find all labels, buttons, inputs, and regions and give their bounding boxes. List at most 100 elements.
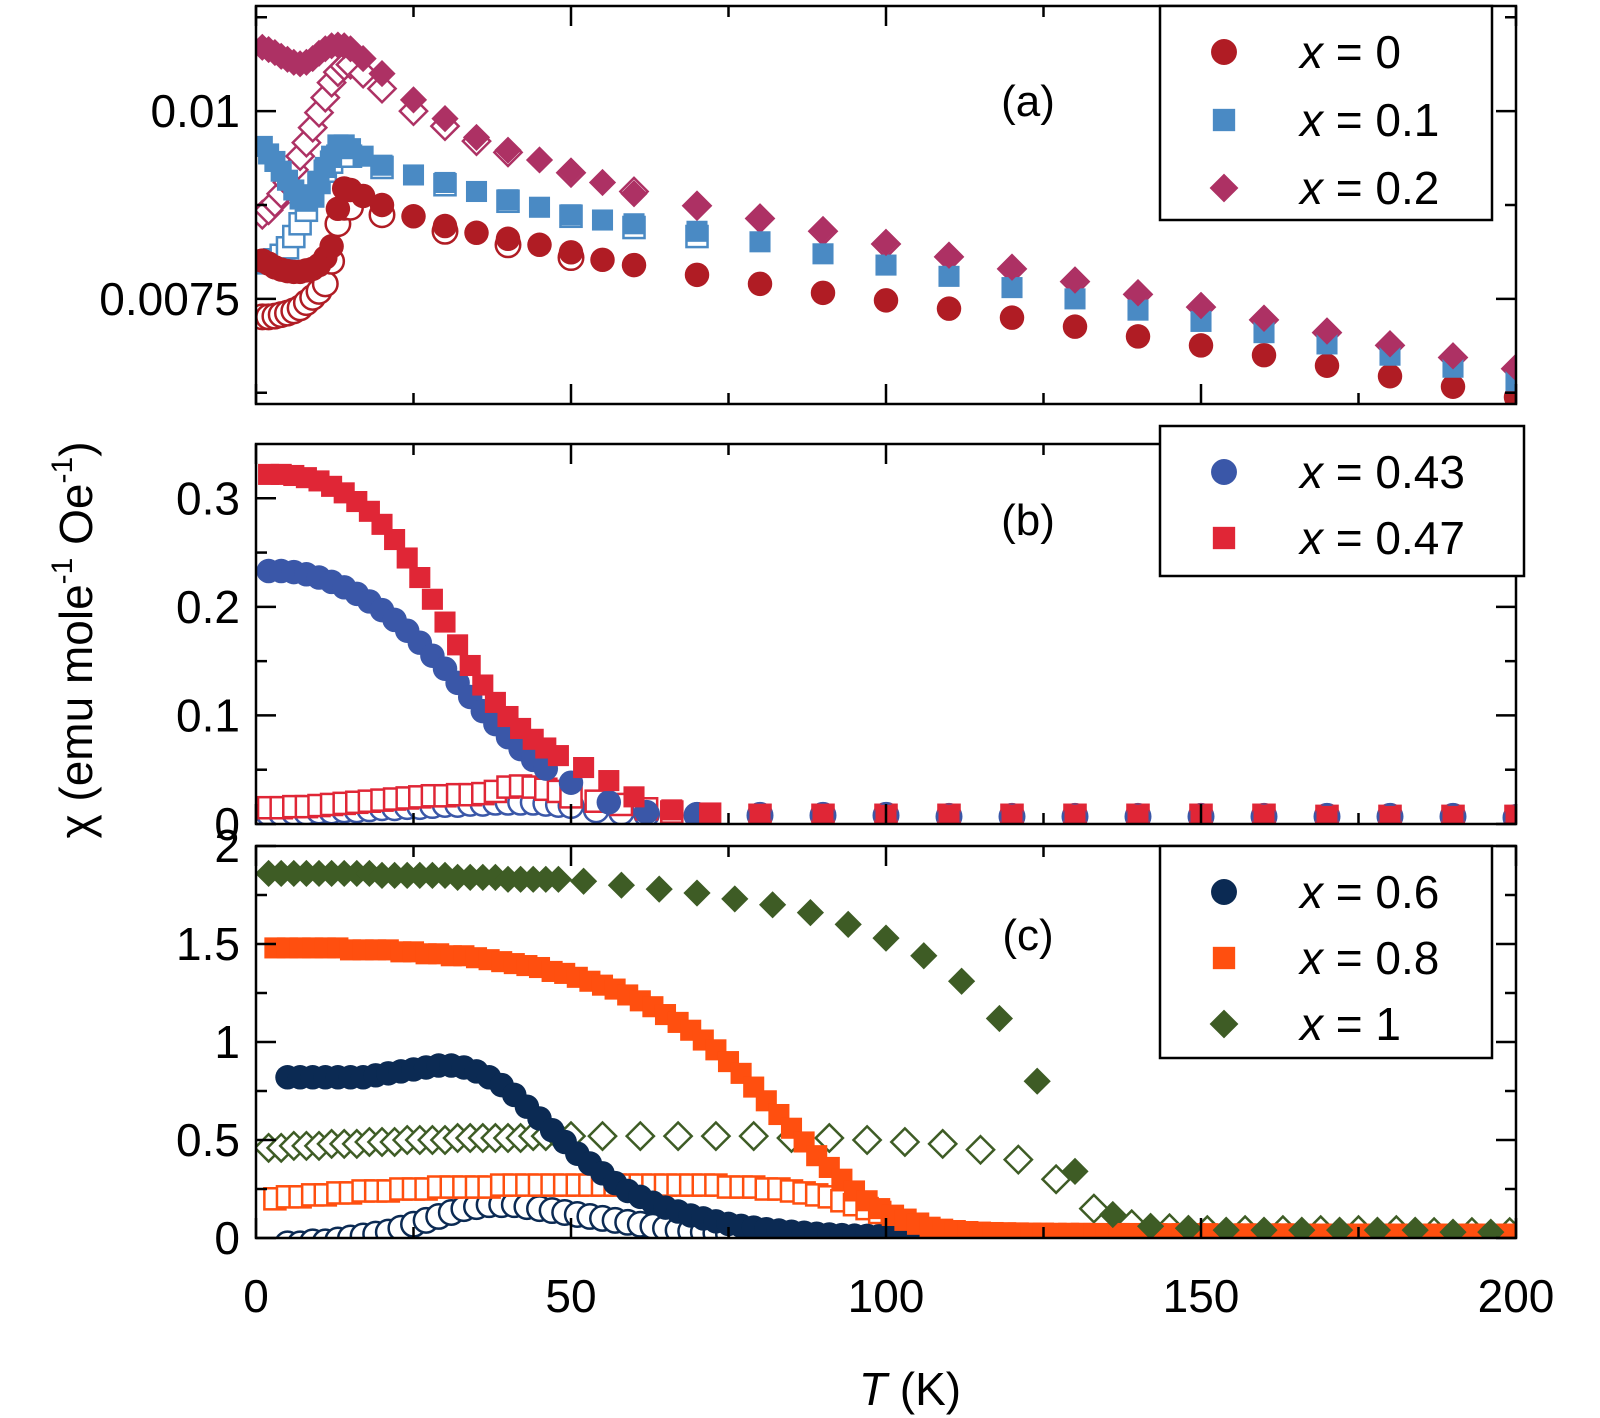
panel-c-series-2-fc-point bbox=[759, 891, 787, 919]
panel-c: 00.511.52(c) x = 0.6x = 0.8x = 1 bbox=[176, 820, 1518, 1264]
panel-c-series-2-zfc-point bbox=[700, 1120, 732, 1152]
panel-a-series-2-fc-point bbox=[620, 180, 648, 208]
panel-c-legend-label-0-value: = 0.6 bbox=[1323, 866, 1439, 918]
panel-a-series-1-fc-point bbox=[749, 231, 771, 253]
panel-c-series-2-zfc-point bbox=[738, 1120, 770, 1152]
panel-b-series-1-fc-point bbox=[598, 770, 620, 792]
panel-a-series-1-fc-point bbox=[1127, 299, 1149, 321]
panel-b-series-1-fc-point bbox=[699, 802, 721, 824]
panel-a-series-1-fc-point bbox=[1001, 277, 1023, 299]
panel-a-points bbox=[256, 31, 1516, 404]
panel-c-series-2-fc-point bbox=[910, 942, 938, 970]
panel-a-series-1-fc-point bbox=[938, 265, 960, 287]
panel-a-series-1-fc-point bbox=[591, 209, 614, 231]
panel-b-series-1-fc-point bbox=[396, 547, 418, 569]
panel-b-legend-label-1: x = 0.47 bbox=[1298, 512, 1465, 564]
panel-b-series-1-fc-point bbox=[661, 799, 683, 821]
panel-b-series-1-fc-point bbox=[421, 588, 443, 610]
panel-c-legend-label-1: x = 0.8 bbox=[1298, 932, 1439, 984]
panel-a-series-0-fc-point bbox=[1440, 374, 1466, 399]
panel-a-series-2-fc-point bbox=[557, 157, 585, 185]
panel-b-series-1-fc-point bbox=[1442, 805, 1464, 824]
panel-a-ytick-label: 0.01 bbox=[150, 85, 240, 137]
panel-a-series-0-fc-point bbox=[936, 296, 962, 321]
panel-b-legend-marker-0 bbox=[1211, 459, 1237, 485]
panel-b-series-1-fc-point bbox=[447, 634, 469, 656]
panel-a-legend-label-1-value: = 0.1 bbox=[1323, 94, 1439, 146]
panel-a-series-1-fc-point bbox=[402, 164, 425, 186]
panel-a-series-1-fc-point bbox=[434, 171, 456, 194]
panel-b-series-1-fc-point bbox=[434, 611, 456, 633]
panel-b-axes-group: 0 0.1 0.2 0.3 (b) bbox=[176, 442, 1518, 850]
panel-b-legend-label-1-var: x bbox=[1298, 512, 1325, 564]
panel-a-series-0-fc-point bbox=[747, 271, 773, 297]
panel-c-points bbox=[256, 859, 1516, 1238]
panel-c-series-2-fc-point bbox=[481, 863, 509, 891]
panel-b-series-1-fc-point bbox=[1127, 804, 1149, 824]
panel-c-legend-group: x = 0.6x = 0.8x = 1 bbox=[1158, 844, 1494, 1060]
panel-c-ytick-label: 0.5 bbox=[176, 1114, 240, 1166]
panel-b-ytick-label: 0 bbox=[214, 798, 240, 850]
panel-a-series-2-zfc-point bbox=[366, 73, 398, 104]
panel-c-series-2-fc-point bbox=[1250, 1216, 1278, 1238]
panel-a-ytick-label: 0.0075 bbox=[99, 273, 240, 325]
panel-b-series-1-fc-point bbox=[409, 567, 431, 589]
y-axis-title-close: ) bbox=[50, 441, 102, 456]
panel-a-series-0-fc-point bbox=[464, 220, 489, 246]
panel-b-legend-label-1-value: = 0.47 bbox=[1323, 512, 1465, 564]
panel-a-series-2-zfc-point bbox=[347, 58, 379, 89]
panel-c-series-2-zfc-point bbox=[587, 1120, 618, 1152]
panel-a-series-2-fc-point bbox=[1502, 354, 1516, 382]
panel-c-legend-label-0-var: x bbox=[1298, 866, 1325, 918]
panel-b-series-1-fc-point bbox=[459, 654, 481, 677]
panel-b-legend-label-0: x = 0.43 bbox=[1298, 446, 1465, 498]
y-axis-title-symbol: χ bbox=[50, 814, 102, 838]
panel-c-series-2-fc-point bbox=[1401, 1216, 1429, 1238]
panel-c-series-2-fc-point bbox=[1137, 1212, 1165, 1238]
panel-a-series-1-fc-point bbox=[686, 220, 708, 242]
panel-b-series-1-fc-point bbox=[573, 757, 595, 779]
panel-c-series-2-fc-point bbox=[1174, 1214, 1202, 1238]
panel-c-series-2-zfc-point bbox=[965, 1134, 996, 1166]
panel-a-series-0-fc-point bbox=[401, 204, 426, 229]
panel-c-series-2-fc-point bbox=[1326, 1216, 1354, 1238]
panel-c-series-2-zfc-point bbox=[927, 1128, 959, 1160]
panel-c-series-2-fc-point bbox=[1023, 1067, 1051, 1095]
panel-c-series-2-zfc-point bbox=[662, 1120, 694, 1152]
panel-c-ytick-label: 2 bbox=[214, 820, 240, 872]
panel-c-legend-label-1-value: = 0.8 bbox=[1323, 932, 1439, 984]
panel-a-series-1-fc-point bbox=[875, 254, 897, 276]
panel-c-series-2-zfc-point bbox=[813, 1122, 845, 1154]
panel-c-series-2-fc-point bbox=[355, 859, 383, 888]
panel-b-series-1-fc-point bbox=[1001, 804, 1023, 824]
panel-b-ytick-label: 0.2 bbox=[176, 581, 240, 633]
panel-b-series-1-fc-point bbox=[623, 786, 645, 808]
panel-c-legend-marker-0 bbox=[1211, 879, 1237, 905]
panel-a-series-0-fc-point bbox=[1314, 353, 1340, 378]
x-tick-label: 0 bbox=[243, 1270, 269, 1322]
panel-a-series-0-fc-point bbox=[325, 196, 351, 221]
panel-a-series-2-fc-point bbox=[872, 228, 900, 257]
y-axis-title-text: (emu mole bbox=[50, 584, 102, 814]
panel-a-series-0-fc-point bbox=[1062, 314, 1088, 339]
panel-c-legend-label-2-var: x bbox=[1298, 998, 1325, 1050]
panel-c-series-group bbox=[256, 859, 1516, 1238]
panel-b-legend-label-0-var: x bbox=[1298, 446, 1325, 498]
panel-a-series-0-fc-point bbox=[350, 183, 376, 209]
panel-b-series-1-fc-point bbox=[547, 745, 569, 767]
panel-c-series-2-zfc-point bbox=[889, 1126, 921, 1158]
x-axis-title-unit: (K) bbox=[887, 1363, 961, 1415]
panel-a-series-1-fc-point bbox=[1253, 322, 1275, 344]
panel-a-series-1-fc-point bbox=[1505, 370, 1516, 392]
panel-b-series-1-fc-point bbox=[1505, 805, 1516, 824]
panel-c-ytick-label: 0 bbox=[214, 1212, 240, 1264]
panel-c-series-2-fc-point bbox=[683, 879, 711, 907]
panel-b-series-1-fc-point bbox=[1064, 804, 1086, 824]
x-tick-label: 200 bbox=[1478, 1270, 1555, 1322]
panel-b-ytick-label: 0.3 bbox=[176, 472, 240, 524]
panel-a-legend-label-0-value: = 0 bbox=[1323, 26, 1401, 78]
panel-a-series-0-fc-point bbox=[873, 288, 899, 313]
panel-a-series-1-fc-point bbox=[623, 213, 645, 235]
panel-a-series-2-fc-point bbox=[494, 136, 522, 164]
